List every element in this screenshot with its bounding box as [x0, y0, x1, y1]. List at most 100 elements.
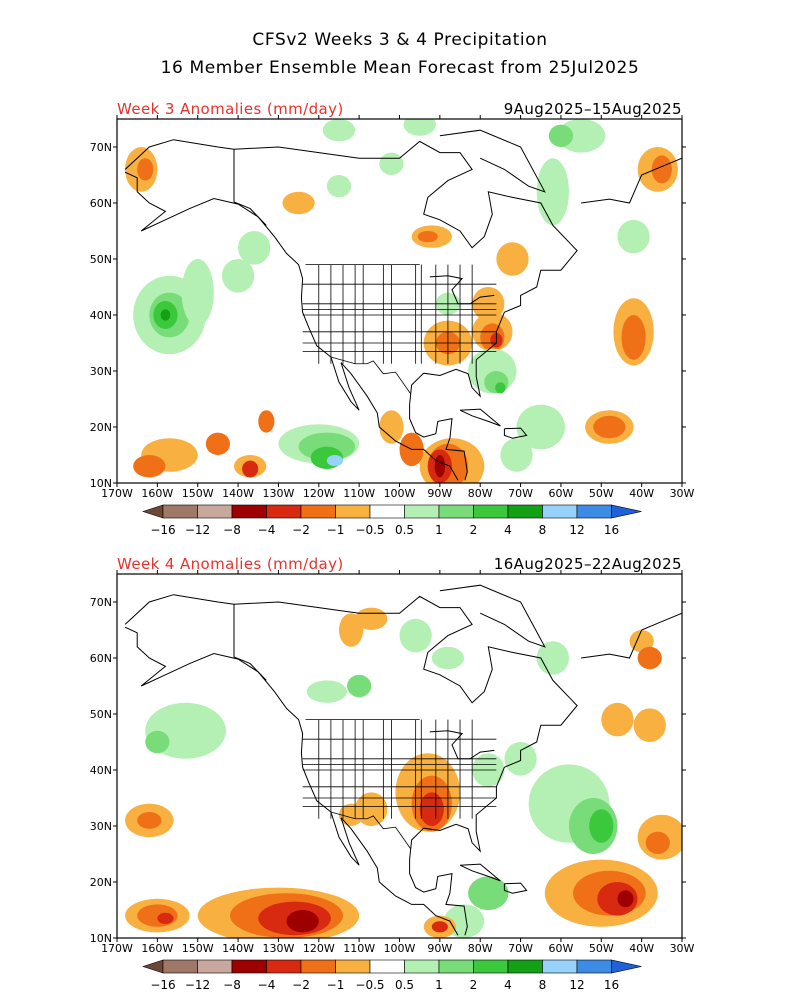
lon-label: 90W	[427, 942, 452, 955]
colorbar-label: −12	[185, 978, 210, 992]
colorbar-arrow-right	[611, 504, 642, 519]
lon-label: 80W	[468, 487, 493, 500]
coastline-baffin	[439, 129, 546, 193]
lat-label: 40N	[90, 764, 112, 777]
colorbar-label: 0.5	[395, 978, 414, 992]
anomaly-shade	[431, 921, 448, 933]
lat-label: 60N	[90, 197, 112, 210]
anomaly-shade	[238, 231, 271, 265]
colorbar-label: −4	[258, 978, 276, 992]
coastline-hispaniola	[503, 882, 528, 894]
colorbar-swatch	[507, 959, 543, 974]
colorbar: −16 −12 −8 −4 −2 −1 −0.5 0.5 1 2 4 8 12 16	[142, 959, 642, 992]
lat-label: 20N	[90, 876, 112, 889]
chart-title-line1: CFSv2 Weeks 3 & 4 Precipitation	[252, 30, 548, 50]
lon-label: 30W	[670, 487, 695, 500]
anomaly-shade	[133, 455, 166, 478]
state-borders	[302, 264, 497, 395]
coastline-greenland	[581, 612, 682, 659]
colorbar-label: 8	[539, 978, 547, 992]
great-lakes	[429, 275, 495, 305]
anomaly-shade	[617, 890, 634, 908]
colorbar-swatch	[369, 959, 405, 974]
anomaly-shade	[601, 702, 634, 737]
anomaly-shade	[326, 175, 352, 198]
anomaly-shade	[500, 438, 533, 472]
anomaly-shade	[286, 910, 319, 933]
lat-label: 60N	[90, 652, 112, 665]
lon-label: 150W	[182, 487, 214, 500]
anomaly-shade	[621, 315, 646, 360]
colorbar-swatch	[438, 959, 474, 974]
lat-label: 10N	[90, 477, 112, 490]
lon-label: 160W	[141, 487, 173, 500]
anomaly-shade	[468, 876, 509, 910]
lon-label: 80W	[468, 942, 493, 955]
anomaly-shade	[637, 646, 662, 670]
lat-label: 50N	[90, 708, 112, 721]
week4-dates: 16Aug2025–22Aug2025	[493, 555, 682, 573]
colorbar-swatch	[300, 959, 336, 974]
colorbar-label: 16	[604, 978, 619, 992]
lat-label: 70N	[90, 596, 112, 609]
anomaly-shade	[306, 680, 348, 703]
colorbar-label: −8	[223, 523, 241, 537]
colorbar-label: 1	[435, 978, 443, 992]
lon-label: 170W	[101, 942, 133, 955]
colorbar-label: 4	[504, 978, 512, 992]
colorbar-label: 4	[504, 523, 512, 537]
lon-label: 100W	[384, 942, 416, 955]
week4-label: Week 4 Anomalies (mm/day)	[117, 555, 344, 573]
coastline-cuba	[459, 408, 501, 427]
anomaly-shade	[242, 460, 259, 478]
anomaly-shade	[434, 455, 446, 478]
border-alaska-canada	[233, 149, 267, 226]
anomaly-shade	[326, 455, 343, 467]
anomaly-shade	[338, 613, 364, 647]
anomaly-shade	[145, 730, 170, 754]
colorbar-swatch	[542, 959, 578, 974]
anomaly-shade	[556, 119, 606, 153]
colorbar-swatch	[231, 959, 267, 974]
colorbar-label: 0.5	[395, 523, 414, 537]
lon-label: 130W	[262, 942, 294, 955]
anomaly-shade	[495, 382, 506, 394]
anomaly-shade	[322, 119, 356, 142]
colorbar-label: −0.5	[355, 978, 384, 992]
colorbar-swatch	[404, 959, 440, 974]
week3-label: Week 3 Anomalies (mm/day)	[117, 100, 344, 118]
colorbar-swatch	[335, 959, 371, 974]
anomaly-shade	[617, 219, 650, 254]
lon-label: 110W	[343, 487, 375, 500]
colorbar: −16 −12 −8 −4 −2 −1 −0.5 0.5 1 2 4 8 12 16	[142, 504, 642, 537]
colorbar-label: −0.5	[355, 523, 384, 537]
coastline-cuba	[459, 863, 501, 882]
lon-label: 110W	[343, 942, 375, 955]
great-lakes	[429, 730, 495, 760]
colorbar-label: 12	[569, 978, 584, 992]
anomaly-shade	[137, 812, 162, 829]
colorbar-label: −4	[258, 523, 276, 537]
lon-label: 70W	[508, 487, 533, 500]
anomaly-shade	[221, 259, 255, 293]
anomaly-shade	[645, 831, 670, 854]
anomaly-shade	[536, 641, 569, 675]
lon-label: 120W	[303, 487, 335, 500]
anomaly-shade	[347, 674, 372, 698]
lon-label: 140W	[222, 487, 254, 500]
anomaly-shade	[496, 242, 529, 276]
colorbar-label: −1	[327, 523, 345, 537]
anomaly-shade	[516, 404, 565, 450]
colorbar-label: −2	[292, 523, 310, 537]
lon-label: 60W	[548, 487, 573, 500]
colorbar-label: 1	[435, 523, 443, 537]
lon-label: 50W	[589, 942, 614, 955]
lon-label: 40W	[629, 487, 654, 500]
lon-label: 90W	[427, 487, 452, 500]
lon-label: 60W	[548, 942, 573, 955]
anomaly-shade	[431, 646, 465, 670]
anomaly-shade	[205, 432, 230, 455]
anomaly-shade	[160, 309, 171, 321]
lon-label: 30W	[670, 942, 695, 955]
colorbar-swatch	[266, 959, 302, 974]
